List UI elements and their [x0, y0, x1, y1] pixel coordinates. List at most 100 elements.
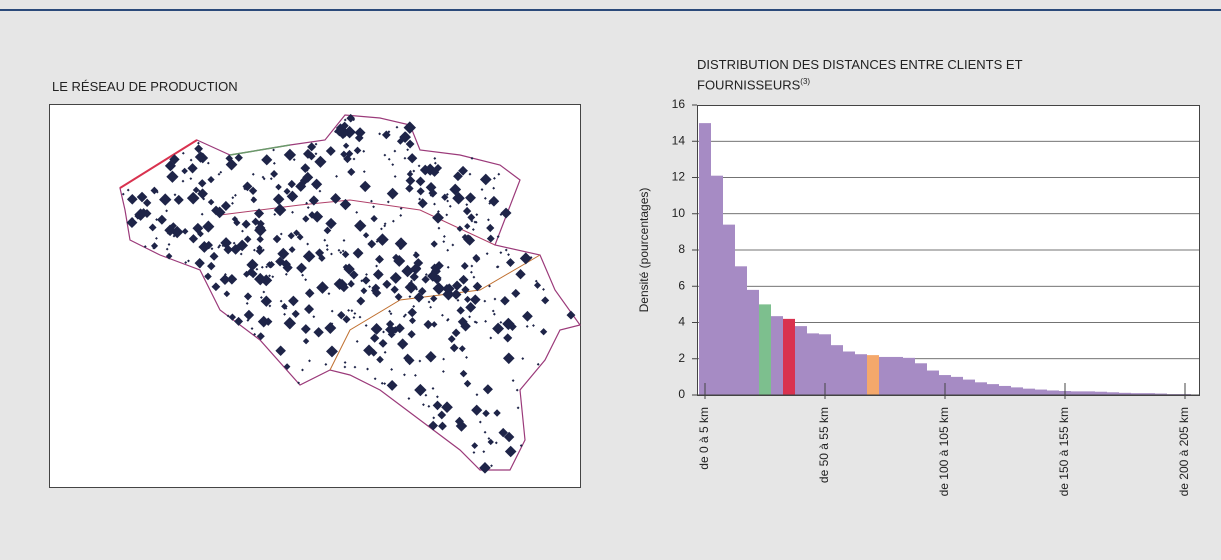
map-dot: [279, 232, 283, 236]
map-dot: [480, 188, 484, 191]
map-dot: [305, 201, 309, 205]
map-dot: [302, 215, 310, 223]
map-dot: [281, 303, 288, 310]
map-dot: [130, 217, 134, 221]
map-dot: [273, 203, 287, 217]
bar: [915, 363, 927, 395]
map-dot: [234, 193, 237, 197]
map-dot: [170, 225, 184, 239]
map-dot: [405, 184, 414, 193]
map-dot: [226, 314, 230, 318]
map-dot: [272, 148, 275, 152]
map-dot: [432, 416, 436, 420]
map-dot: [192, 186, 200, 194]
map-dot: [255, 267, 259, 271]
map-dot: [447, 335, 456, 343]
map-dot: [170, 157, 174, 161]
map-dot: [493, 297, 497, 301]
bar: [987, 384, 999, 395]
map-dot: [408, 317, 416, 325]
map-dot: [468, 172, 472, 176]
map-dot: [496, 265, 500, 269]
map-dot: [402, 315, 406, 318]
map-dot: [243, 292, 253, 301]
map-dot: [471, 228, 475, 231]
map-dot: [301, 273, 305, 277]
map-dot: [181, 151, 185, 155]
map-dot: [532, 324, 535, 327]
map-dot: [184, 261, 188, 264]
bar: [999, 385, 1011, 395]
map-dot: [519, 444, 523, 448]
map-dot: [399, 207, 403, 210]
map-dot: [403, 156, 407, 160]
map-dot: [458, 345, 466, 353]
map-dot: [181, 179, 185, 183]
bar: [1119, 392, 1131, 395]
map-dot: [370, 333, 380, 343]
map-dot: [433, 202, 436, 206]
map-dot: [308, 359, 311, 363]
map-dot: [314, 152, 318, 156]
map-dot: [187, 259, 190, 263]
map-dot: [470, 156, 474, 160]
map-dot: [243, 186, 247, 190]
map-dot: [339, 282, 349, 293]
bar: [1155, 393, 1167, 395]
map-dot: [429, 167, 440, 177]
map-dot: [375, 254, 384, 264]
bar: [699, 123, 711, 395]
map-dot: [412, 169, 416, 173]
map-dot: [325, 244, 329, 248]
map-dot: [231, 275, 235, 279]
map-dot: [525, 325, 529, 328]
map-dot: [339, 251, 343, 254]
bar: [855, 354, 867, 395]
map-dot: [296, 233, 304, 241]
bar: [867, 355, 879, 395]
map-dot: [387, 157, 391, 161]
map-dot: [353, 275, 357, 279]
map-dot: [462, 206, 472, 216]
map-dot: [166, 170, 179, 183]
map-dot: [343, 118, 347, 122]
map-dot: [383, 224, 387, 228]
map-dot: [192, 222, 204, 234]
map-dot: [458, 274, 469, 285]
map-dot: [399, 214, 403, 217]
map-dot: [194, 258, 205, 269]
bar: [963, 379, 975, 395]
bar: [1011, 387, 1023, 395]
map-dot: [506, 258, 515, 267]
y-tick-label: 16: [672, 97, 686, 111]
map-dot: [134, 212, 142, 220]
map-dot: [352, 247, 364, 259]
region-line: [219, 199, 496, 246]
x-tick-label: de 150 à 155 km: [1057, 407, 1071, 496]
map-dot: [267, 261, 275, 268]
map-dot: [284, 272, 288, 276]
map-dot: [483, 430, 487, 434]
map-dot: [397, 338, 409, 350]
map-dot: [341, 249, 345, 253]
map-dot: [198, 179, 207, 188]
map-dot: [126, 193, 138, 205]
map-dot: [271, 275, 275, 279]
map-dot: [503, 333, 513, 343]
map-dot: [433, 215, 437, 219]
map-dot: [204, 240, 214, 250]
map-dot: [347, 308, 351, 312]
map-dot: [453, 171, 463, 182]
map-dot: [383, 382, 387, 386]
map-dot: [210, 247, 214, 251]
map-dot: [167, 243, 171, 246]
map-dot: [337, 248, 341, 252]
map-dot: [433, 161, 437, 165]
bar: [951, 376, 963, 395]
map-dot: [490, 464, 493, 468]
map-dot: [403, 373, 406, 377]
map-dot: [410, 279, 413, 283]
map-dot: [251, 172, 255, 176]
chart-title: DISTRIBUTION DES DISTANCES ENTRE CLIENTS…: [697, 56, 1117, 93]
map-dot: [169, 154, 180, 165]
